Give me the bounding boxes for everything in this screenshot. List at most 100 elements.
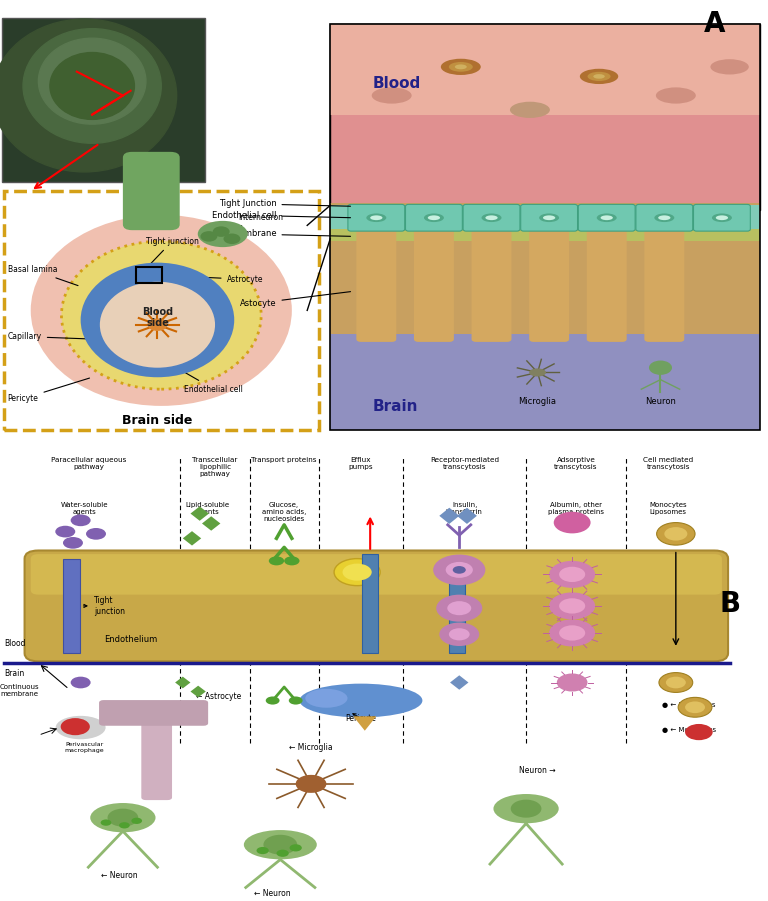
FancyBboxPatch shape (330, 229, 760, 241)
Polygon shape (183, 531, 201, 545)
Ellipse shape (658, 215, 670, 220)
Text: B: B (719, 589, 740, 618)
Text: ● ← Liposomes: ● ← Liposomes (662, 702, 716, 708)
Ellipse shape (61, 241, 261, 389)
FancyBboxPatch shape (449, 559, 465, 653)
Circle shape (449, 628, 470, 641)
Text: Microglia: Microglia (518, 396, 557, 405)
Text: Water-soluble
agents: Water-soluble agents (61, 503, 108, 515)
Circle shape (284, 556, 300, 566)
Text: Capillary: Capillary (8, 332, 89, 341)
Ellipse shape (601, 215, 613, 220)
Text: Brain side: Brain side (122, 414, 193, 427)
FancyBboxPatch shape (414, 226, 454, 341)
Text: A: A (703, 10, 725, 38)
Text: Endothelium: Endothelium (104, 635, 157, 644)
Text: Paracellular aqueous
pathway: Paracellular aqueous pathway (51, 458, 126, 470)
Text: Brain: Brain (372, 398, 418, 414)
Circle shape (63, 537, 83, 549)
Circle shape (263, 834, 297, 854)
Text: Basal membrane: Basal membrane (205, 230, 350, 239)
Text: Tight
junction: Tight junction (84, 596, 124, 615)
Circle shape (257, 847, 269, 854)
Text: Blood: Blood (4, 640, 25, 649)
Text: Cell mediated
transcytosis: Cell mediated transcytosis (643, 458, 694, 470)
FancyBboxPatch shape (2, 18, 205, 182)
Circle shape (71, 514, 91, 526)
FancyBboxPatch shape (141, 709, 172, 800)
Circle shape (664, 527, 687, 541)
FancyBboxPatch shape (63, 559, 80, 653)
Ellipse shape (100, 282, 215, 368)
Ellipse shape (23, 29, 161, 143)
Polygon shape (450, 676, 468, 690)
Text: ← Microglia: ← Microglia (290, 743, 333, 752)
Text: Lipid-soluble
agents: Lipid-soluble agents (185, 503, 230, 515)
Circle shape (657, 523, 695, 545)
Text: Blood
side: Blood side (142, 306, 173, 328)
Polygon shape (353, 716, 376, 731)
Ellipse shape (306, 688, 347, 708)
Text: ● ← Monocytes: ● ← Monocytes (662, 727, 716, 733)
Ellipse shape (244, 830, 317, 860)
Text: Brain: Brain (4, 669, 24, 678)
FancyBboxPatch shape (587, 226, 627, 341)
Polygon shape (439, 507, 459, 523)
Circle shape (559, 625, 585, 641)
Text: ← Neuron: ← Neuron (101, 871, 137, 880)
Circle shape (554, 512, 591, 533)
Ellipse shape (424, 214, 444, 222)
Ellipse shape (50, 52, 134, 120)
Text: Receptor-mediated
transcytosis: Receptor-mediated transcytosis (430, 458, 499, 470)
Text: Tight junction: Tight junction (142, 237, 199, 273)
FancyBboxPatch shape (362, 554, 378, 653)
Ellipse shape (370, 215, 382, 220)
Ellipse shape (198, 221, 248, 247)
FancyBboxPatch shape (463, 205, 520, 232)
Circle shape (71, 677, 91, 688)
Ellipse shape (654, 214, 674, 222)
Ellipse shape (543, 215, 555, 220)
FancyBboxPatch shape (694, 205, 750, 232)
Text: Blood: Blood (372, 77, 421, 91)
Text: Adsorptive
transcytosis: Adsorptive transcytosis (554, 458, 598, 470)
Circle shape (549, 620, 595, 647)
Circle shape (101, 820, 111, 825)
Ellipse shape (710, 59, 749, 75)
Circle shape (276, 850, 289, 857)
Text: Tight Junction: Tight Junction (219, 199, 350, 208)
Text: Transport proteins: Transport proteins (251, 458, 317, 463)
Ellipse shape (81, 263, 234, 378)
Polygon shape (175, 677, 190, 688)
Ellipse shape (485, 215, 498, 220)
Circle shape (334, 559, 380, 586)
Circle shape (433, 554, 485, 586)
FancyBboxPatch shape (25, 551, 728, 661)
FancyBboxPatch shape (578, 205, 635, 232)
Text: Glucose,
amino acids,
nucleosides: Glucose, amino acids, nucleosides (262, 503, 306, 523)
FancyBboxPatch shape (348, 205, 405, 232)
FancyBboxPatch shape (330, 203, 760, 339)
FancyBboxPatch shape (31, 554, 722, 595)
Ellipse shape (712, 214, 732, 222)
FancyBboxPatch shape (330, 23, 760, 210)
Circle shape (549, 560, 595, 587)
Text: Basal lamina: Basal lamina (8, 265, 78, 286)
Text: Efflux
pumps: Efflux pumps (349, 458, 373, 470)
FancyBboxPatch shape (406, 205, 462, 232)
Ellipse shape (38, 38, 146, 124)
Text: Pericyte: Pericyte (8, 378, 90, 403)
Circle shape (557, 674, 588, 692)
Text: Transcellular
lipophilic
pathway: Transcellular lipophilic pathway (192, 458, 238, 478)
Polygon shape (202, 516, 220, 531)
Text: Astrocyte: Astrocyte (199, 275, 263, 284)
Ellipse shape (91, 803, 156, 833)
FancyBboxPatch shape (330, 205, 760, 229)
Ellipse shape (580, 68, 618, 84)
FancyBboxPatch shape (330, 334, 760, 430)
Text: Pericyte: Pericyte (346, 714, 376, 723)
Circle shape (666, 677, 686, 688)
Polygon shape (190, 686, 206, 697)
Circle shape (549, 593, 595, 620)
Text: Continuous
membrane: Continuous membrane (0, 684, 40, 697)
